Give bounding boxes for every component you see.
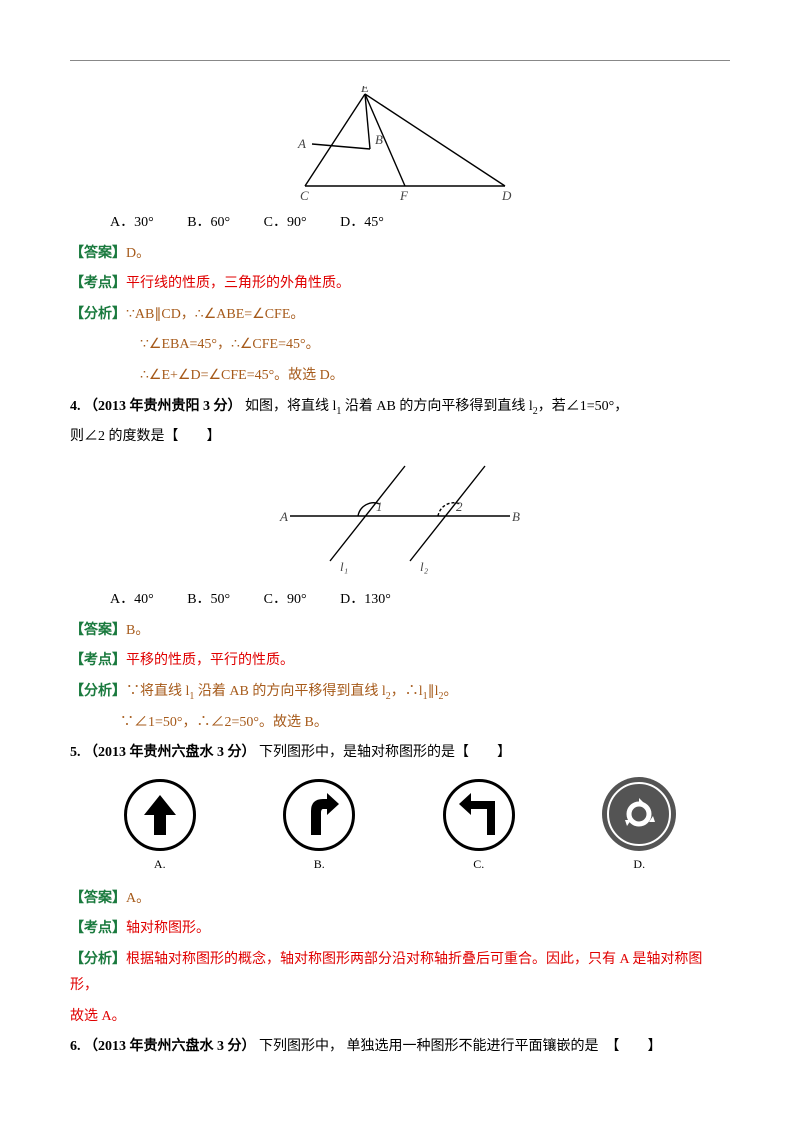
answer-label: 【答案】: [70, 891, 126, 906]
q5-kaodian: 【考点】轴对称图形。: [70, 916, 730, 943]
label-A: A: [279, 509, 288, 524]
f1b: 沿着 AB 的方向平移得到直线 l: [194, 684, 385, 699]
q4-stem: 4. （2013 年贵州贵阳 3 分） 如图，将直线 l1 沿着 AB 的方向平…: [70, 394, 730, 421]
label-1: 1: [376, 499, 383, 514]
q4-diagram: A B 1 2 l₁ l₂: [260, 461, 540, 581]
q4-opt-b: B．50°: [187, 592, 230, 607]
fenxi-label: 【分析】: [70, 684, 126, 699]
f1d: ∥l: [428, 684, 439, 699]
kaodian-label: 【考点】: [70, 276, 126, 291]
q5-num: 5.: [70, 745, 81, 760]
q3-answer: 【答案】D。: [70, 241, 730, 268]
answer-label: 【答案】: [70, 246, 126, 261]
q6-text: 下列图形中， 单独选用一种图形不能进行平面镶嵌的是 【 】: [259, 1039, 662, 1054]
fenxi-text: 根据轴对称图形的概念，轴对称图形两部分沿对称轴折叠后可重合。因此，只有 A 是轴…: [70, 952, 702, 994]
q5-choice-b: B.: [283, 779, 355, 876]
q5-src: （2013 年贵州六盘水 3 分）: [84, 745, 256, 760]
q6-stem: 6. （2013 年贵州六盘水 3 分） 下列图形中， 单独选用一种图形不能进行…: [70, 1034, 730, 1061]
q3-options: A．30° B．60° C．90° D．45°: [70, 210, 730, 237]
q6-src: （2013 年贵州六盘水 3 分）: [84, 1039, 256, 1054]
label-l1: l₁: [340, 559, 348, 574]
label-2: 2: [456, 499, 463, 514]
q3-fenxi-1: 【分析】∵AB∥CD，∴∠ABE=∠CFE。: [70, 302, 730, 329]
f1a: ∵将直线 l: [126, 684, 189, 699]
q4-opt-a: A．40°: [110, 592, 154, 607]
q3-fenxi-2: ∵∠EBA=45°，∴∠CFE=45°。: [70, 332, 730, 359]
label-C: C: [300, 188, 309, 203]
answer-value: A。: [126, 891, 150, 906]
q5-text: 下列图形中，是轴对称图形的是【 】: [259, 745, 511, 760]
label-A: A: [297, 136, 306, 151]
q5-label-a: A.: [124, 853, 196, 876]
roundabout-icon: [602, 777, 676, 851]
q4-num: 4.: [70, 399, 81, 414]
q3-fenxi-3: ∴∠E+∠D=∠CFE=45°。故选 D。: [70, 363, 730, 390]
q4-kaodian: 【考点】平移的性质，平行的性质。: [70, 648, 730, 675]
q4-stem-b: 沿着 AB 的方向平移得到直线 l: [341, 399, 532, 414]
q4-opt-c: C．90°: [264, 592, 307, 607]
q5-stem: 5. （2013 年贵州六盘水 3 分） 下列图形中，是轴对称图形的是【 】: [70, 740, 730, 767]
q5-fenxi-2: 故选 A。: [70, 1004, 730, 1031]
kaodian-label: 【考点】: [70, 921, 126, 936]
label-D: D: [501, 188, 512, 203]
arrow-turn-left-icon: [443, 779, 515, 851]
label-E: E: [360, 86, 369, 95]
q3-opt-b: B．60°: [187, 215, 230, 230]
top-rule: [70, 60, 730, 61]
q3-opt-a: A．30°: [110, 215, 154, 230]
kaodian-label: 【考点】: [70, 653, 126, 668]
arrow-up-icon: [124, 779, 196, 851]
answer-value: B。: [126, 623, 149, 638]
q5-choice-c: C.: [443, 779, 515, 876]
answer-label: 【答案】: [70, 623, 126, 638]
q4-options: A．40° B．50° C．90° D．130°: [70, 587, 730, 614]
q4-fenxi-2: ∵∠1=50°，∴∠2=50°。故选 B。: [70, 710, 730, 737]
kaodian-value: 平移的性质，平行的性质。: [126, 653, 294, 668]
q4-opt-d: D．130°: [340, 592, 391, 607]
q4-stem-c: ，若∠1=50°，: [538, 399, 629, 414]
q5-label-d: D.: [602, 853, 676, 876]
label-B: B: [375, 132, 383, 147]
f1e: 。: [444, 684, 458, 699]
q6-num: 6.: [70, 1039, 81, 1054]
q4-answer: 【答案】B。: [70, 618, 730, 645]
q4-fenxi-1: 【分析】∵将直线 l1 沿着 AB 的方向平移得到直线 l2，∴l1∥l2。: [70, 679, 730, 706]
q3-kaodian: 【考点】平行线的性质，三角形的外角性质。: [70, 271, 730, 298]
q4-stem-a: 如图，将直线 l: [245, 399, 336, 414]
q4-src: （2013 年贵州贵阳 3 分）: [84, 399, 242, 414]
q4-stem-2: 则∠2 的度数是【 】: [70, 424, 730, 451]
label-B: B: [512, 509, 520, 524]
q5-choice-a: A.: [124, 779, 196, 876]
fenxi-label: 【分析】: [70, 952, 126, 967]
arrow-uturn-right-icon: [283, 779, 355, 851]
q5-label-c: C.: [443, 853, 515, 876]
label-F: F: [399, 188, 409, 203]
q5-answer: 【答案】A。: [70, 886, 730, 913]
fenxi-text-1: ∵AB∥CD，∴∠ABE=∠CFE。: [126, 307, 304, 322]
q5-choices: A. B. C. D.: [70, 771, 730, 882]
label-l2: l₂: [420, 559, 429, 574]
fenxi-label: 【分析】: [70, 307, 126, 322]
f1c: ，∴l: [391, 684, 423, 699]
q3-opt-c: C．90°: [264, 215, 307, 230]
q5-label-b: B.: [283, 853, 355, 876]
q5-fenxi-1: 【分析】根据轴对称图形的概念，轴对称图形两部分沿对称轴折叠后可重合。因此，只有 …: [70, 947, 730, 1000]
q3-opt-d: D．45°: [340, 215, 384, 230]
kaodian-value: 平行线的性质，三角形的外角性质。: [126, 276, 350, 291]
kaodian-value: 轴对称图形。: [126, 921, 210, 936]
q3-diagram: E A B C F D: [250, 86, 550, 204]
answer-value: D。: [126, 246, 150, 261]
q5-choice-d: D.: [602, 777, 676, 876]
